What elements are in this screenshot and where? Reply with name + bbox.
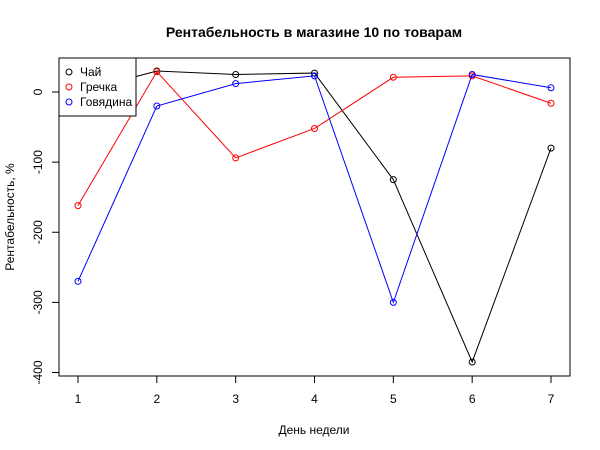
data-point (74, 277, 82, 285)
data-point (468, 358, 476, 366)
data-point (153, 68, 161, 76)
data-point (389, 298, 397, 306)
legend-item: Чай (65, 65, 101, 79)
x-tick-label: 3 (232, 392, 239, 406)
legend-item: Гречка (65, 80, 118, 94)
x-tick-label: 6 (469, 392, 476, 406)
data-point (74, 202, 82, 210)
y-tick-label: -300 (31, 290, 45, 314)
x-tick-label: 2 (153, 392, 160, 406)
legend-marker (65, 68, 73, 76)
legend-item: Говядина (65, 95, 132, 109)
x-axis-label: День недели (278, 423, 349, 437)
y-tick-label: -100 (31, 150, 45, 174)
y-axis: -400 -300 -200 -100 0 (31, 88, 60, 385)
data-point (153, 102, 161, 110)
legend-label: Говядина (80, 95, 132, 109)
data-point (468, 70, 476, 78)
data-point (389, 176, 397, 184)
x-axis: 1 2 3 4 5 6 7 (75, 375, 555, 406)
data-point (232, 80, 240, 88)
data-point (389, 73, 397, 81)
data-point (547, 144, 555, 152)
x-tick-label: 4 (311, 392, 318, 406)
legend-marker (65, 83, 73, 91)
data-point (232, 70, 240, 78)
x-tick-label: 1 (75, 392, 82, 406)
series-layer (74, 67, 555, 366)
y-tick-label: 0 (31, 88, 45, 95)
series-line (77, 73, 552, 304)
y-tick-label: -400 (31, 360, 45, 384)
y-tick-label: -200 (31, 220, 45, 244)
series-2 (74, 68, 555, 210)
data-point (311, 124, 318, 132)
legend-marker (65, 98, 73, 106)
x-tick-label: 5 (390, 392, 397, 406)
legend-label: Чай (80, 65, 101, 79)
series-3 (74, 70, 555, 306)
series-1 (74, 67, 555, 366)
legend-label: Гречка (80, 80, 118, 94)
data-point (232, 154, 240, 162)
x-tick-label: 7 (548, 392, 555, 406)
series-line (77, 70, 552, 364)
y-axis-label: Рентабельность, % (3, 163, 17, 271)
data-point (311, 72, 318, 80)
series-line (77, 70, 552, 206)
data-point (547, 84, 555, 92)
data-point (547, 99, 555, 107)
chart-title: Рентабельность в магазине 10 по товарам (166, 24, 462, 40)
